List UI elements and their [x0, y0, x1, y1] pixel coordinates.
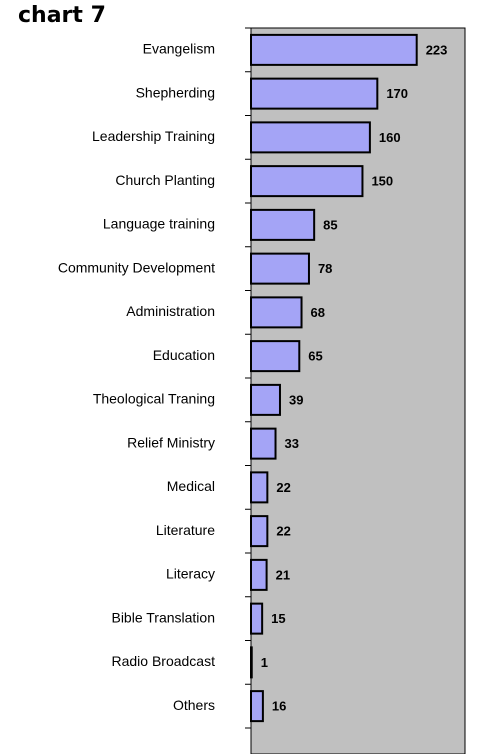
category-label: Church Planting	[115, 172, 215, 188]
category-label: Theological Traning	[93, 391, 215, 407]
bar	[250, 77, 379, 110]
category-label: Shepherding	[136, 84, 215, 100]
category-label: Education	[153, 347, 215, 363]
bar	[250, 165, 364, 198]
category-label: Language training	[103, 216, 215, 232]
value-label: 15	[271, 611, 285, 626]
category-label: Community Development	[58, 259, 215, 275]
bar	[250, 340, 301, 373]
value-label: 21	[276, 567, 290, 582]
value-label: 39	[289, 392, 303, 407]
category-label: Administration	[126, 303, 215, 319]
bar	[250, 515, 269, 548]
bar	[250, 427, 277, 460]
category-label: Leadership Training	[92, 128, 215, 144]
value-label: 33	[285, 436, 299, 451]
value-label: 170	[386, 86, 408, 101]
bar	[250, 471, 269, 504]
bar	[250, 383, 281, 416]
category-label: Literacy	[166, 566, 215, 582]
value-label: 22	[276, 524, 290, 539]
value-label: 16	[272, 699, 286, 714]
category-label: Relief Ministry	[127, 434, 215, 450]
value-label: 65	[308, 349, 322, 364]
value-label: 78	[318, 261, 332, 276]
category-label: Literature	[156, 522, 215, 538]
category-label: Medical	[167, 478, 215, 494]
bar	[250, 690, 264, 723]
category-label: Radio Broadcast	[111, 653, 215, 669]
value-label: 68	[311, 305, 325, 320]
value-label: 22	[276, 480, 290, 495]
value-label: 150	[371, 174, 393, 189]
bar	[250, 121, 371, 154]
bar	[250, 252, 310, 285]
category-label: Bible Translation	[111, 609, 215, 625]
value-label: 223	[426, 42, 448, 57]
bar	[250, 33, 418, 66]
bar	[250, 296, 303, 329]
value-label: 85	[323, 217, 337, 232]
chart-title: chart 7	[18, 3, 106, 28]
category-label: Evangelism	[143, 41, 215, 57]
category-label: Others	[173, 697, 215, 713]
bar	[250, 208, 316, 241]
bar	[250, 558, 268, 591]
bar	[250, 602, 264, 635]
value-label: 160	[379, 130, 401, 145]
value-label: 1	[261, 655, 268, 670]
